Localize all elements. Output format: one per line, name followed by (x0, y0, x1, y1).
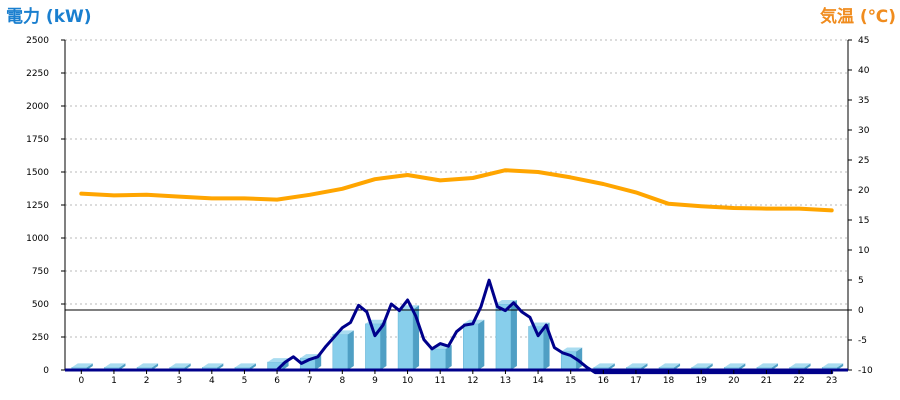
x-tick-label: 0 (78, 376, 84, 386)
left-axis-title: 電力 (kW) (6, 6, 92, 27)
bar (560, 347, 583, 371)
left-tick-label: 2500 (26, 36, 49, 46)
left-tick-label: 0 (43, 366, 49, 376)
right-tick-label: 0 (858, 306, 864, 316)
bar-top (104, 363, 126, 368)
bar-top (234, 363, 256, 368)
bar-front (463, 323, 479, 371)
bar-top (202, 363, 224, 368)
right-tick-label: -5 (858, 336, 867, 346)
bar-top (267, 358, 289, 363)
bar-front (495, 303, 512, 371)
left-tick-label: 2000 (26, 102, 49, 112)
right-tick-label: -10 (858, 366, 873, 376)
x-tick-label: 7 (307, 376, 313, 386)
x-tick-label: 6 (274, 376, 280, 386)
x-tick-label: 15 (565, 376, 576, 386)
right-tick-label: 40 (858, 66, 870, 76)
right-tick-label: 25 (858, 156, 869, 166)
bar-top (561, 347, 583, 352)
x-tick-label: 20 (728, 376, 740, 386)
bar-side (152, 363, 159, 370)
bar-side (380, 319, 387, 370)
x-tick-label: 13 (500, 376, 511, 386)
x-tick-label: 11 (434, 376, 445, 386)
bar-side (119, 363, 126, 370)
bar-top (71, 363, 93, 368)
left-tick-label: 500 (32, 300, 49, 310)
grid-lines (65, 39, 848, 338)
bar-top (724, 363, 746, 368)
x-tick-label: 1 (111, 376, 117, 386)
bar (365, 319, 387, 371)
right-axis-title: 気温 (℃) (819, 6, 896, 27)
left-tick-label: 750 (32, 267, 49, 277)
x-tick-label: 9 (372, 376, 378, 386)
x-tick-label: 8 (339, 376, 345, 386)
bar-side (576, 347, 583, 370)
x-tick-label: 17 (630, 376, 641, 386)
bar-side (478, 319, 485, 370)
bar-top (137, 363, 159, 368)
left-tick-label: 1500 (26, 168, 49, 178)
right-tick-label: 45 (858, 36, 869, 46)
x-tick-label: 21 (761, 376, 772, 386)
x-tick-label: 22 (793, 376, 804, 386)
bar-side (674, 363, 681, 370)
right-tick-label: 30 (858, 126, 870, 136)
bar-side (641, 363, 648, 370)
x-tick-label: 3 (176, 376, 182, 386)
bar-front (332, 334, 349, 371)
bar-side (706, 363, 713, 370)
temperature-line (79, 168, 834, 213)
bar-top (593, 363, 615, 368)
x-tick-label: 14 (532, 376, 544, 386)
x-tick-label: 4 (209, 376, 215, 386)
left-tick-label: 1250 (26, 201, 49, 211)
bar-top (659, 363, 681, 368)
x-tick-label: 19 (695, 376, 707, 386)
bar-side (837, 363, 844, 370)
bar-side (249, 363, 256, 370)
bar-top (789, 363, 811, 368)
bar-top (691, 363, 713, 368)
bar-side (445, 344, 452, 370)
left-tick-label: 250 (32, 333, 49, 343)
bar-front (430, 348, 446, 371)
bar-top (626, 363, 648, 368)
left-tick-label: 1750 (26, 135, 49, 145)
x-tick-label: 2 (144, 376, 150, 386)
bar-side (804, 363, 811, 370)
bar-side (771, 363, 778, 370)
bar-top (169, 363, 191, 368)
bar-side (184, 363, 191, 370)
bar-top (822, 363, 844, 368)
right-tick-label: 10 (858, 246, 870, 256)
bar-side (739, 363, 746, 370)
right-tick-label: 5 (858, 276, 864, 286)
x-tick-label: 18 (663, 376, 675, 386)
bar-side (347, 330, 354, 370)
x-tick-label: 12 (467, 376, 478, 386)
tick-labels: 02505007501000125015001750200022502500-1… (26, 36, 873, 386)
bar-side (608, 363, 615, 370)
right-tick-label: 15 (858, 216, 869, 226)
x-tick-label: 23 (826, 376, 837, 386)
left-tick-label: 1000 (26, 234, 49, 244)
bar-front (397, 309, 414, 371)
bar-side (510, 300, 517, 370)
bar-top (756, 363, 778, 368)
x-tick-label: 16 (598, 376, 610, 386)
right-tick-label: 20 (858, 186, 870, 196)
x-tick-label: 5 (242, 376, 248, 386)
left-tick-label: 2250 (26, 69, 49, 79)
right-tick-label: 35 (858, 96, 869, 106)
x-tick-label: 10 (402, 376, 414, 386)
bar (463, 319, 485, 371)
bar-side (86, 363, 93, 370)
power-line (79, 278, 834, 375)
bar (495, 300, 517, 371)
bar-side (217, 363, 224, 370)
